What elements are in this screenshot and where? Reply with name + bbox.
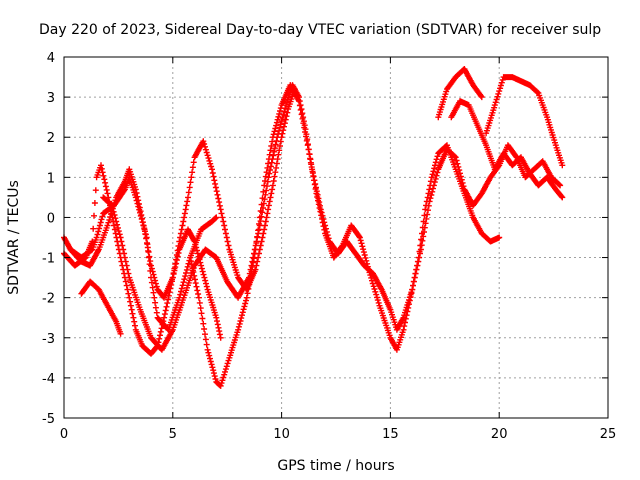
y-tick-label: -2 (42, 292, 55, 307)
y-tick-label: -4 (42, 372, 55, 387)
plot-area-frame (63, 56, 609, 419)
axis-ticks: 0 5 10 15 20 25 -5 -4 -3 -2 -1 0 1 2 3 4 (42, 51, 616, 442)
x-axis-label: GPS time / hours (277, 458, 394, 474)
x-tick-label: 20 (491, 427, 508, 442)
x-tick-label: 10 (273, 427, 290, 442)
y-tick-label: 3 (47, 91, 55, 106)
x-tick-label: 0 (60, 427, 68, 442)
series-track-9 (483, 74, 566, 169)
y-tick-label: 1 (47, 171, 55, 186)
series-track-7 (435, 66, 485, 121)
y-tick-label: -1 (42, 252, 55, 267)
y-tick-label: 4 (47, 51, 55, 66)
series-markers (483, 74, 566, 169)
x-tick-label: 15 (382, 427, 399, 442)
y-axis-label: SDTVAR / TECUs (6, 180, 22, 295)
y-tick-label: -3 (42, 332, 55, 347)
y-tick-label: 0 (47, 211, 55, 226)
series-markers (78, 278, 124, 337)
series-markers (435, 66, 485, 121)
series-track-8 (448, 98, 566, 201)
series-track-4 (78, 278, 124, 337)
x-tick-label: 5 (169, 427, 177, 442)
chart-title: Day 220 of 2023, Sidereal Day-to-day VTE… (39, 22, 601, 38)
series-markers (448, 98, 566, 201)
x-tick-label: 25 (600, 427, 617, 442)
y-tick-label: 2 (47, 131, 55, 146)
y-tick-label: -5 (42, 412, 55, 427)
